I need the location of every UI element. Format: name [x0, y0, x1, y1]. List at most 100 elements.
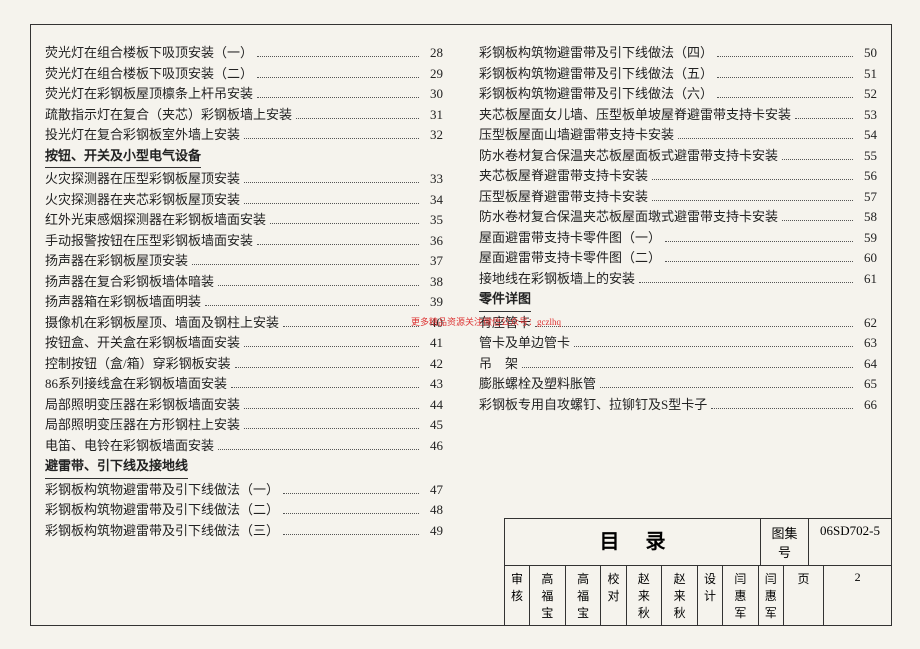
toc-entry-title: 火灾探测器在夹芯彩钢板屋顶安装 — [45, 190, 240, 211]
toc-entry-page: 47 — [423, 480, 443, 501]
toc-entry-title: 彩钢板构筑物避雷带及引下线做法（一） — [45, 480, 279, 501]
toc-entry-title: 荧光灯在彩钢板屋顶檩条上杆吊安装 — [45, 84, 253, 105]
toc-leader-dots — [535, 326, 853, 327]
toc-entry: 扬声器箱在彩钢板墙面明装 39 — [45, 292, 443, 313]
toc-entry-page: 39 — [423, 292, 443, 313]
toc-leader-dots — [257, 97, 419, 98]
toc-entry: 控制按钮（盒/箱）穿彩钢板安装42 — [45, 354, 443, 375]
toc-leader-dots — [192, 264, 419, 265]
toc-entry-page: 31 — [423, 105, 443, 126]
toc-entry-title: 防水卷材复合保温夹芯板屋面墩式避雷带支持卡安装 — [479, 207, 778, 228]
toc-entry: 压型板屋面山墙避雷带支持卡安装54 — [479, 125, 877, 146]
toc-leader-dots — [257, 77, 419, 78]
toc-entry: 手动报警按钮在压型彩钢板墙面安装36 — [45, 231, 443, 252]
drawing-set-label: 图集号 — [761, 519, 809, 565]
toc-entry-page: 65 — [857, 374, 877, 395]
toc-entry-title: 压型板屋脊避雷带支持卡安装 — [479, 187, 648, 208]
page-frame: 荧光灯在组合楼板下吸顶安装（一）28荧光灯在组合楼板下吸顶安装（二）29荧光灯在… — [30, 24, 892, 626]
toc-entry-title: 吊 架 — [479, 354, 518, 375]
toc-leader-dots — [283, 513, 419, 514]
checker-signature: 赵来秋 — [662, 566, 698, 625]
toc-leader-dots — [678, 138, 853, 139]
toc-entry: 夹芯板屋脊避雷带支持卡安装56 — [479, 166, 877, 187]
toc-entry-title: 疏散指示灯在复合（夹芯）彩钢板墙上安装 — [45, 105, 292, 126]
toc-entry-page: 41 — [423, 333, 443, 354]
toc-leader-dots — [795, 118, 853, 119]
toc-entry-title: 投光灯在复合彩钢板室外墙上安装 — [45, 125, 240, 146]
toc-entry-page: 61 — [857, 269, 877, 290]
toc-leader-dots — [665, 261, 853, 262]
toc-entry-title: 屋面避雷带支持卡零件图（二） — [479, 248, 661, 269]
toc-leader-dots — [717, 97, 853, 98]
toc-entry-title: 管卡及单边管卡 — [479, 333, 570, 354]
toc-entry-title: 红外光束感烟探测器在彩钢板墙面安装 — [45, 210, 266, 231]
doc-title: 目录 — [505, 519, 761, 565]
toc-leader-dots — [244, 428, 419, 429]
toc-entry-page: 58 — [857, 207, 877, 228]
toc-entry: 彩钢板构筑物避雷带及引下线做法（二）48 — [45, 500, 443, 521]
toc-entry: 彩钢板构筑物避雷带及引下线做法（三）49 — [45, 521, 443, 542]
toc-entry-title: 屋面避雷带支持卡零件图（一） — [479, 228, 661, 249]
toc-entry-title: 彩钢板构筑物避雷带及引下线做法（二） — [45, 500, 279, 521]
toc-entry: 荧光灯在彩钢板屋顶檩条上杆吊安装30 — [45, 84, 443, 105]
toc-entry: 彩钢板构筑物避雷带及引下线做法（四）50 — [479, 43, 877, 64]
toc-leader-dots — [717, 56, 853, 57]
toc-entry: 扬声器在彩钢板屋顶安装37 — [45, 251, 443, 272]
toc-leader-dots — [782, 220, 853, 221]
toc-leader-dots — [218, 285, 419, 286]
toc-entry-title: 彩钢板构筑物避雷带及引下线做法（六） — [479, 84, 713, 105]
toc-entry-page: 56 — [857, 166, 877, 187]
toc-leader-dots — [296, 118, 419, 119]
toc-entry-page: 63 — [857, 333, 877, 354]
toc-entry-page: 43 — [423, 374, 443, 395]
toc-entry-title: 接地线在彩钢板墙上的安装 — [479, 269, 635, 290]
toc-entry-page: 59 — [857, 228, 877, 249]
toc-entry-title: 电笛、电铃在彩钢板墙面安装 — [45, 436, 214, 457]
toc-entry: 彩钢板专用自攻螺钉、拉铆钉及S型卡子 66 — [479, 395, 877, 416]
toc-entry: 火灾探测器在夹芯彩钢板屋顶安装34 — [45, 190, 443, 211]
toc-column-right: 彩钢板构筑物避雷带及引下线做法（四）50彩钢板构筑物避雷带及引下线做法（五）51… — [461, 43, 877, 565]
toc-entry-page: 60 — [857, 248, 877, 269]
toc-entry: 膨胀螺栓及塑料胀管65 — [479, 374, 877, 395]
toc-entry: 彩钢板构筑物避雷带及引下线做法（六） 52 — [479, 84, 877, 105]
toc-entry-title: 扬声器箱在彩钢板墙面明装 — [45, 292, 201, 313]
toc-entry-title: 摄像机在彩钢板屋顶、墙面及钢柱上安装 — [45, 313, 279, 334]
toc-leader-dots — [283, 326, 419, 327]
toc-leader-dots — [205, 305, 419, 306]
toc-leader-dots — [665, 241, 853, 242]
toc-leader-dots — [244, 138, 419, 139]
toc-leader-dots — [283, 534, 419, 535]
toc-leader-dots — [522, 367, 853, 368]
page-number: 2 — [824, 566, 891, 625]
toc-entry-page: 37 — [423, 251, 443, 272]
toc-entry-title: 荧光灯在组合楼板下吸顶安装（一） — [45, 43, 253, 64]
toc-entry-page: 57 — [857, 187, 877, 208]
designer-name: 闫惠军 — [723, 566, 759, 625]
toc-entry: 86系列接线盒在彩钢板墙面安装 43 — [45, 374, 443, 395]
toc-entry-title: 局部照明变压器在方形钢柱上安装 — [45, 415, 240, 436]
toc-entry-page: 45 — [423, 415, 443, 436]
toc-leader-dots — [717, 77, 853, 78]
review-label: 审核 — [505, 566, 530, 625]
designer-signature: 闫惠军 — [759, 566, 784, 625]
toc-entry-title: 86系列接线盒在彩钢板墙面安装 — [45, 374, 227, 395]
toc-entry: 红外光束感烟探测器在彩钢板墙面安装35 — [45, 210, 443, 231]
toc-entry: 夹芯板屋面女儿墙、压型板单坡屋脊避雷带支持卡安装53 — [479, 105, 877, 126]
toc-entry-page: 52 — [857, 84, 877, 105]
toc-entry-page: 51 — [857, 64, 877, 85]
toc-leader-dots — [652, 200, 853, 201]
toc-leader-dots — [711, 408, 853, 409]
toc-entry-title: 局部照明变压器在彩钢板墙面安装 — [45, 395, 240, 416]
toc-entry-page: 53 — [857, 105, 877, 126]
toc-entry: 管卡及单边管卡 63 — [479, 333, 877, 354]
toc-entry-title: 火灾探测器在压型彩钢板屋顶安装 — [45, 169, 240, 190]
toc-entry-page: 66 — [857, 395, 877, 416]
toc-entry-page: 29 — [423, 64, 443, 85]
toc-entry-title: 彩钢板专用自攻螺钉、拉铆钉及S型卡子 — [479, 395, 707, 416]
toc-entry: 按钮盒、开关盒在彩钢板墙面安装41 — [45, 333, 443, 354]
toc-leader-dots — [218, 449, 419, 450]
toc-entry: 屋面避雷带支持卡零件图（二） 60 — [479, 248, 877, 269]
toc-entry: 压型板屋脊避雷带支持卡安装 57 — [479, 187, 877, 208]
toc-entry-page: 28 — [423, 43, 443, 64]
toc-leader-dots — [639, 282, 853, 283]
